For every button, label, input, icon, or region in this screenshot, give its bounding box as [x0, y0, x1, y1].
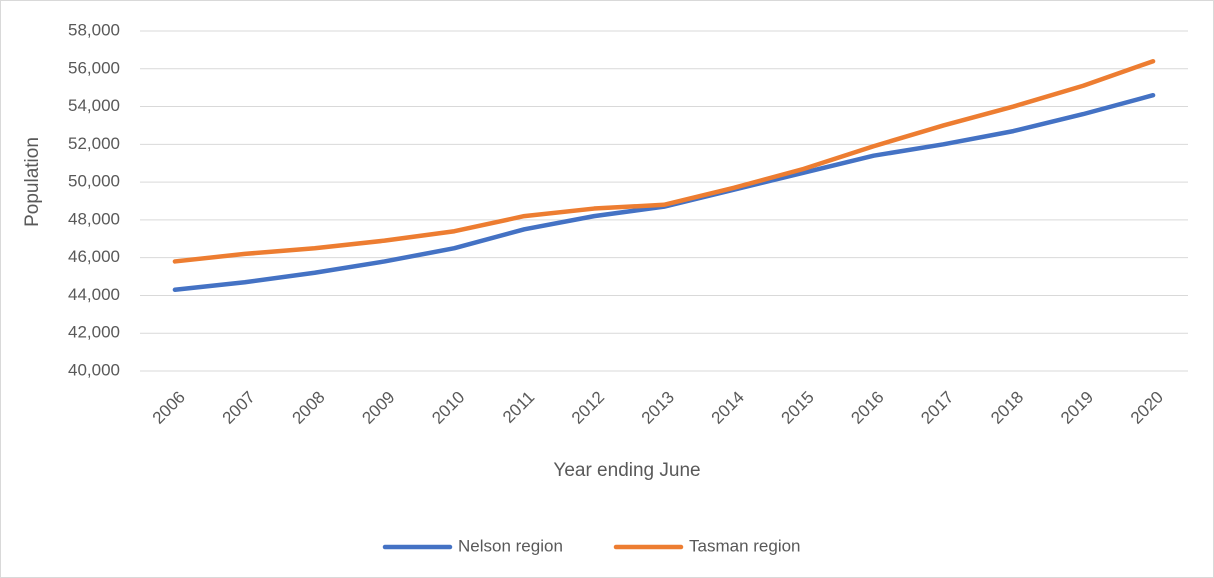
y-tick-label: 40,000 — [68, 360, 120, 379]
legend-label: Nelson region — [458, 536, 563, 555]
legend-label: Tasman region — [689, 536, 801, 555]
y-tick-label: 52,000 — [68, 134, 120, 153]
series-line — [172, 58, 1156, 264]
x-axis-label: Year ending June — [553, 460, 700, 481]
y-tick-label: 54,000 — [68, 96, 120, 115]
y-tick-label: 44,000 — [68, 285, 120, 304]
y-axis-label: Population — [22, 137, 43, 227]
y-tick-label: 48,000 — [68, 209, 120, 228]
y-tick-label: 42,000 — [68, 323, 120, 342]
y-tick-label: 58,000 — [68, 20, 120, 39]
y-tick-label: 46,000 — [68, 247, 120, 266]
y-tick-label: 56,000 — [68, 58, 120, 77]
y-tick-label: 50,000 — [68, 172, 120, 191]
